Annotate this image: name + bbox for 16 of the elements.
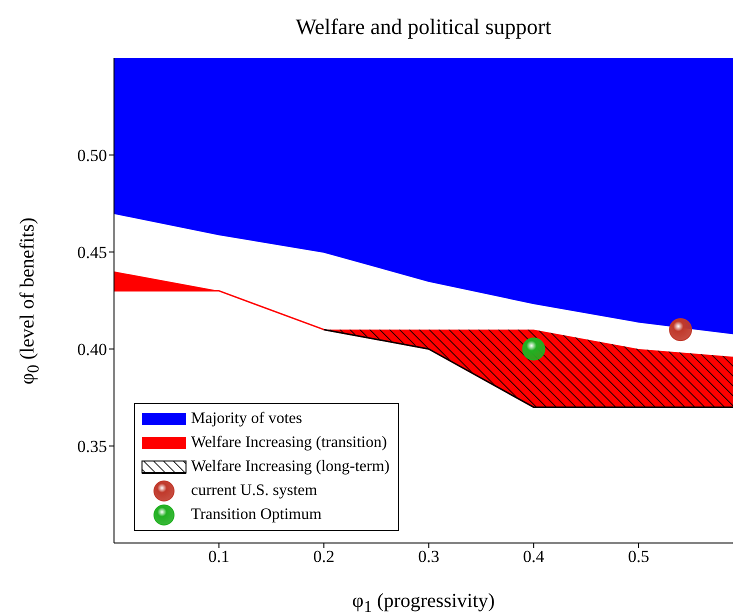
- x-tick-label: 0.3: [418, 547, 440, 566]
- legend-label: current U.S. system: [191, 482, 318, 500]
- y-tick-label: 0.35: [77, 437, 107, 456]
- legend-label: Welfare Increasing (transition): [191, 434, 387, 452]
- x-tick-label: 0.4: [523, 547, 545, 566]
- y-tick-label: 0.40: [77, 340, 107, 360]
- legend-label: Majority of votes: [191, 410, 302, 428]
- x-axis-title: φ$_{1}$ (progressivity): [351, 590, 496, 615]
- x-tick-label: 0.5: [628, 547, 650, 566]
- legend-label: Transition Optimum: [191, 506, 322, 524]
- x-tick-label: 0.1: [208, 547, 230, 566]
- y-tick-label: 0.45: [77, 243, 107, 262]
- legend-label: Welfare Increasing (long-term): [191, 458, 390, 476]
- x-tick-label: 0.2: [313, 547, 334, 566]
- y-tick-label: 0.50: [77, 146, 107, 166]
- chart-title: Welfare and political support: [294, 14, 552, 40]
